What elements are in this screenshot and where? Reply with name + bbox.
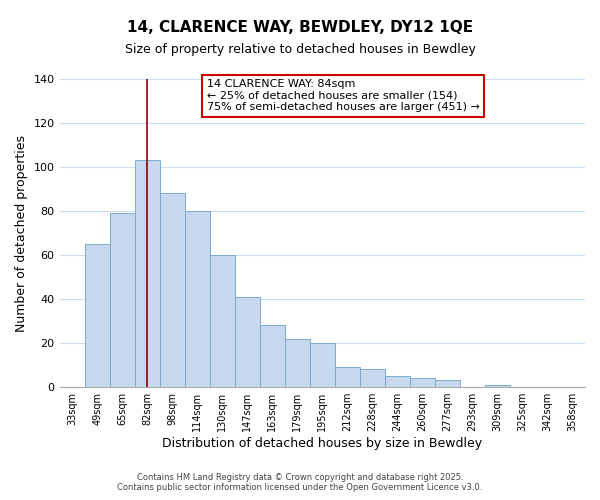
Bar bbox=[485, 385, 510, 387]
Bar bbox=[185, 211, 209, 387]
Bar bbox=[134, 160, 160, 387]
Bar bbox=[260, 326, 285, 387]
Bar bbox=[360, 370, 385, 387]
Text: 14, CLARENCE WAY, BEWDLEY, DY12 1QE: 14, CLARENCE WAY, BEWDLEY, DY12 1QE bbox=[127, 20, 473, 35]
Bar bbox=[310, 343, 335, 387]
Bar bbox=[385, 376, 410, 387]
Text: Contains public sector information licensed under the Open Government Licence v3: Contains public sector information licen… bbox=[118, 484, 482, 492]
Title: 14, CLARENCE WAY, BEWDLEY, DY12 1QE
Size of property relative to detached houses: 14, CLARENCE WAY, BEWDLEY, DY12 1QE Size… bbox=[0, 499, 1, 500]
Text: Contains HM Land Registry data © Crown copyright and database right 2025.: Contains HM Land Registry data © Crown c… bbox=[137, 474, 463, 482]
Bar bbox=[209, 255, 235, 387]
Bar bbox=[435, 380, 460, 387]
Bar bbox=[235, 297, 260, 387]
Bar bbox=[335, 368, 360, 387]
Bar bbox=[110, 213, 134, 387]
X-axis label: Distribution of detached houses by size in Bewdley: Distribution of detached houses by size … bbox=[162, 437, 482, 450]
Bar bbox=[410, 378, 435, 387]
Text: 14 CLARENCE WAY: 84sqm
← 25% of detached houses are smaller (154)
75% of semi-de: 14 CLARENCE WAY: 84sqm ← 25% of detached… bbox=[206, 79, 479, 112]
Text: Size of property relative to detached houses in Bewdley: Size of property relative to detached ho… bbox=[125, 42, 475, 56]
Y-axis label: Number of detached properties: Number of detached properties bbox=[15, 134, 28, 332]
Bar bbox=[85, 244, 110, 387]
Bar bbox=[160, 194, 185, 387]
Bar bbox=[285, 338, 310, 387]
